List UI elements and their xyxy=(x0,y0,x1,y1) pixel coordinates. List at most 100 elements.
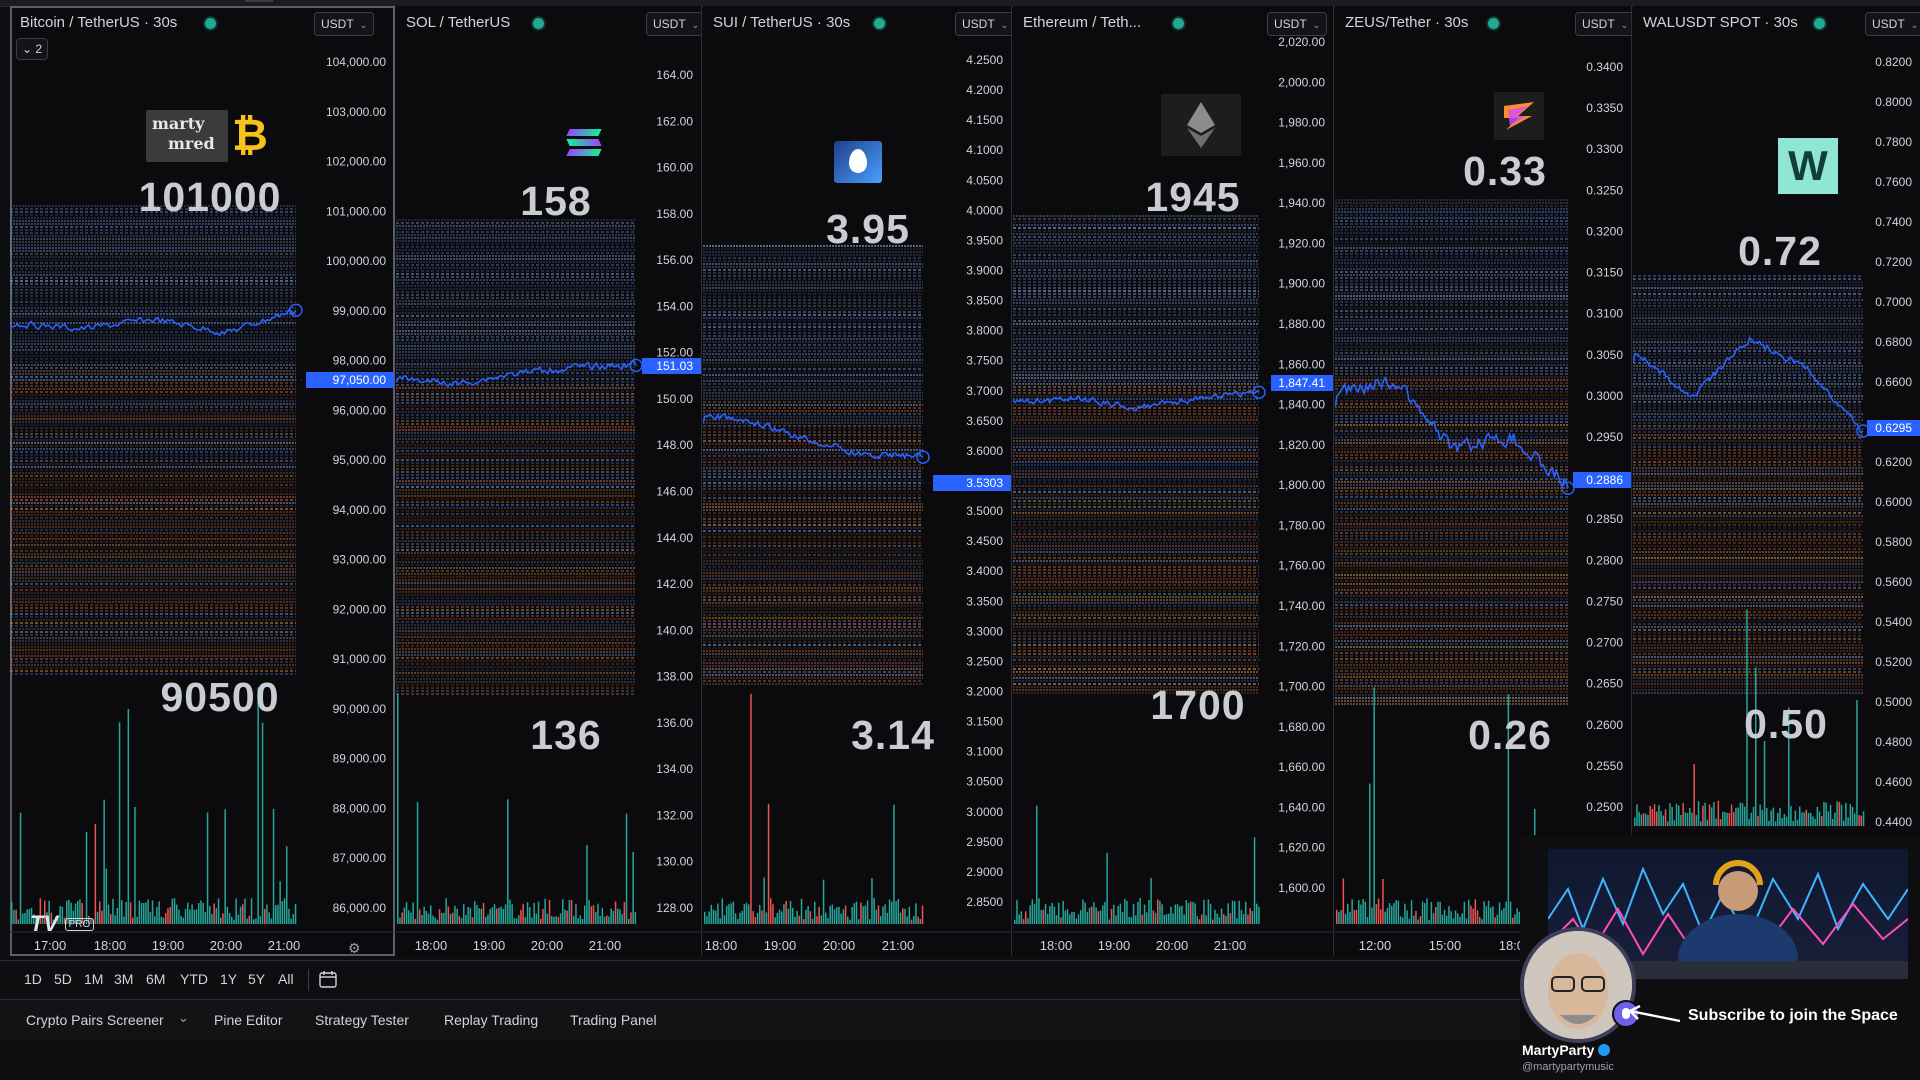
price-line xyxy=(1335,376,1569,489)
volume-bar xyxy=(732,901,735,924)
price-axis-label: 3.2000 xyxy=(966,685,1003,699)
range-button-6m[interactable]: 6M xyxy=(146,971,166,987)
volume-bar xyxy=(447,906,450,924)
price-axis-label: 3.6000 xyxy=(966,444,1003,458)
volume-bar xyxy=(882,906,884,924)
volume-bar xyxy=(1198,919,1201,924)
volume-bar xyxy=(1150,878,1152,924)
volume-bar xyxy=(741,910,743,924)
volume-bar xyxy=(154,916,156,924)
chart-panel-sol[interactable]: 164.00 162.00 160.00 158.00 156.00 154.00 152.… xyxy=(396,6,702,956)
tab-strategy-tester[interactable]: Strategy Tester xyxy=(315,1012,409,1028)
volume-bar xyxy=(1062,900,1064,924)
volume-bar xyxy=(761,910,763,924)
tab-trading-panel[interactable]: Trading Panel xyxy=(570,1012,657,1028)
chart-panel-zeus[interactable]: 0.3400 0.3350 0.3300 0.3250 0.3200 0.3150 0.31… xyxy=(1335,6,1632,956)
volume-bar xyxy=(1146,912,1148,924)
price-axis-label: 0.2550 xyxy=(1586,759,1623,773)
price-axis[interactable]: 0.3400 0.3350 0.3300 0.3250 0.3200 0.3150 0.31… xyxy=(1586,60,1623,814)
chevron-down-icon: ⌄ xyxy=(21,42,33,56)
price-axis[interactable]: 0.8200 0.8000 0.7800 0.7600 0.7400 0.7200 0.70… xyxy=(1875,55,1912,829)
time-axis-label: 19:00 xyxy=(152,938,185,953)
time-axis[interactable]: 18:00 19:00 20:00 21:00 xyxy=(705,938,915,953)
calendar-icon[interactable] xyxy=(318,969,338,994)
volume-bar xyxy=(1168,913,1170,924)
chart-panel-sui[interactable]: 4.2500 4.2000 4.1500 4.1000 4.0500 4.0000 3.95… xyxy=(703,6,1012,956)
last-price-value: 1,847.41 xyxy=(1278,376,1325,390)
volume-bar xyxy=(1225,915,1227,924)
chart-canvas-wal[interactable]: 0.8200 0.8000 0.7800 0.7600 0.7400 0.7200 0.70… xyxy=(1633,6,1920,956)
volume-bar xyxy=(452,912,454,924)
volume-bar xyxy=(706,916,708,924)
time-axis[interactable]: 12:00 15:00 18:01 xyxy=(1359,938,1532,953)
volume-bar xyxy=(1143,904,1146,924)
range-button-5y[interactable]: 5Y xyxy=(248,971,266,987)
price-axis-label: 2,000.00 xyxy=(1278,75,1325,89)
currency-select[interactable]: USDT ⌄ xyxy=(955,12,1011,36)
volume-bar xyxy=(1181,905,1183,924)
tab-crypto-pairs-screener[interactable]: Crypto Pairs Screener xyxy=(26,1012,164,1028)
volume-bar xyxy=(507,799,509,924)
chart-panel-btc[interactable]: 104,000.00 103,000.00 102,000.00 101,000.00… xyxy=(10,6,395,956)
price-axis[interactable]: 2,020.00 2,000.00 1,980.00 1,960.00 1,940.00… xyxy=(1278,35,1325,895)
live-status-dot xyxy=(533,18,544,29)
range-button-3m[interactable]: 3M xyxy=(114,971,134,987)
price-axis[interactable]: 164.00 162.00 160.00 158.00 156.00 154.00 152.… xyxy=(656,68,693,915)
price-axis-label: 0.3200 xyxy=(1586,224,1623,238)
level-label-top: 1945 xyxy=(1145,174,1241,220)
volume-bar xyxy=(74,903,77,924)
volume-bar xyxy=(412,902,414,924)
chart-panel-eth[interactable]: 2,020.00 2,000.00 1,980.00 1,960.00 1,940.00… xyxy=(1013,6,1334,956)
volume-bar xyxy=(836,907,838,924)
price-axis[interactable]: 104,000.00 103,000.00 102,000.00 101,000.00… xyxy=(326,55,386,915)
currency-select[interactable]: USDT ⌄ xyxy=(314,12,375,36)
price-axis[interactable]: 4.2500 4.2000 4.1500 4.1000 4.0500 4.0000 3.95… xyxy=(966,53,1003,909)
volume-bar xyxy=(599,916,601,924)
chart-panel-wal[interactable]: 0.8200 0.8000 0.7800 0.7600 0.7400 0.7200 0.70… xyxy=(1633,6,1920,956)
range-divider xyxy=(308,969,309,991)
live-status-dot xyxy=(1488,18,1499,29)
time-axis[interactable]: 18:00 19:00 20:00 21:00 xyxy=(1040,938,1247,953)
expand-indicators-button[interactable]: ⌄ 2 xyxy=(16,38,48,60)
currency-select[interactable]: USDT ⌄ xyxy=(1865,12,1920,36)
volume-bar xyxy=(1465,918,1468,924)
range-button-1y[interactable]: 1Y xyxy=(220,971,238,987)
volume-bar xyxy=(816,916,818,924)
price-axis-label: 3.9500 xyxy=(966,233,1003,247)
settings-gear-icon[interactable]: ⚙ xyxy=(348,940,361,956)
range-button-all[interactable]: All xyxy=(278,971,294,987)
last-price-value: 97,050.00 xyxy=(333,373,387,387)
time-axis-label: 21:00 xyxy=(268,938,301,953)
tab-pine-editor[interactable]: Pine Editor xyxy=(214,1012,283,1028)
volume-bar xyxy=(1415,911,1417,924)
range-button-ytd[interactable]: YTD xyxy=(180,971,208,987)
volume-bar xyxy=(1371,907,1373,924)
chart-canvas-zeus[interactable]: 0.3400 0.3350 0.3300 0.3250 0.3200 0.3150 0.31… xyxy=(1335,6,1631,956)
volume-bar xyxy=(136,916,138,924)
time-axis[interactable]: 17:00 18:00 19:00 20:00 21:00 xyxy=(34,938,301,953)
chart-canvas-sol[interactable]: 164.00 162.00 160.00 158.00 156.00 154.00 152.… xyxy=(396,6,701,956)
volume-bar xyxy=(1071,912,1073,924)
currency-select[interactable]: USDT ⌄ xyxy=(646,12,701,36)
currency-select[interactable]: USDT ⌄ xyxy=(1267,12,1328,36)
volume-bar xyxy=(1099,910,1102,924)
chart-canvas-sui[interactable]: 4.2500 4.2000 4.1500 4.1000 4.0500 4.0000 3.95… xyxy=(703,6,1011,956)
volume-bar xyxy=(1047,914,1049,924)
volume-bar xyxy=(70,902,72,924)
tab-replay-trading[interactable]: Replay Trading xyxy=(444,1012,539,1028)
range-button-1d[interactable]: 1D xyxy=(24,971,42,987)
volume-bar xyxy=(621,914,623,924)
time-axis[interactable]: 18:00 19:00 20:00 21:00 xyxy=(415,938,622,953)
chart-canvas-btc[interactable]: 104,000.00 103,000.00 102,000.00 101,000.00… xyxy=(10,6,394,956)
price-axis-label: 130.00 xyxy=(656,855,693,869)
range-button-5d[interactable]: 5D xyxy=(54,971,72,987)
volume-bar xyxy=(575,904,577,924)
chevron-down-icon[interactable]: ⌄ xyxy=(178,1010,189,1025)
level-label-bottom: 0.50 xyxy=(1744,701,1828,747)
chart-canvas-eth[interactable]: 2,020.00 2,000.00 1,980.00 1,960.00 1,940.00… xyxy=(1013,6,1333,956)
volume-bar xyxy=(1741,803,1744,826)
currency-select[interactable]: USDT ⌄ xyxy=(1575,12,1631,36)
volume-bar xyxy=(1730,804,1733,826)
volume-bar xyxy=(853,903,856,924)
range-button-1m[interactable]: 1M xyxy=(84,971,104,987)
